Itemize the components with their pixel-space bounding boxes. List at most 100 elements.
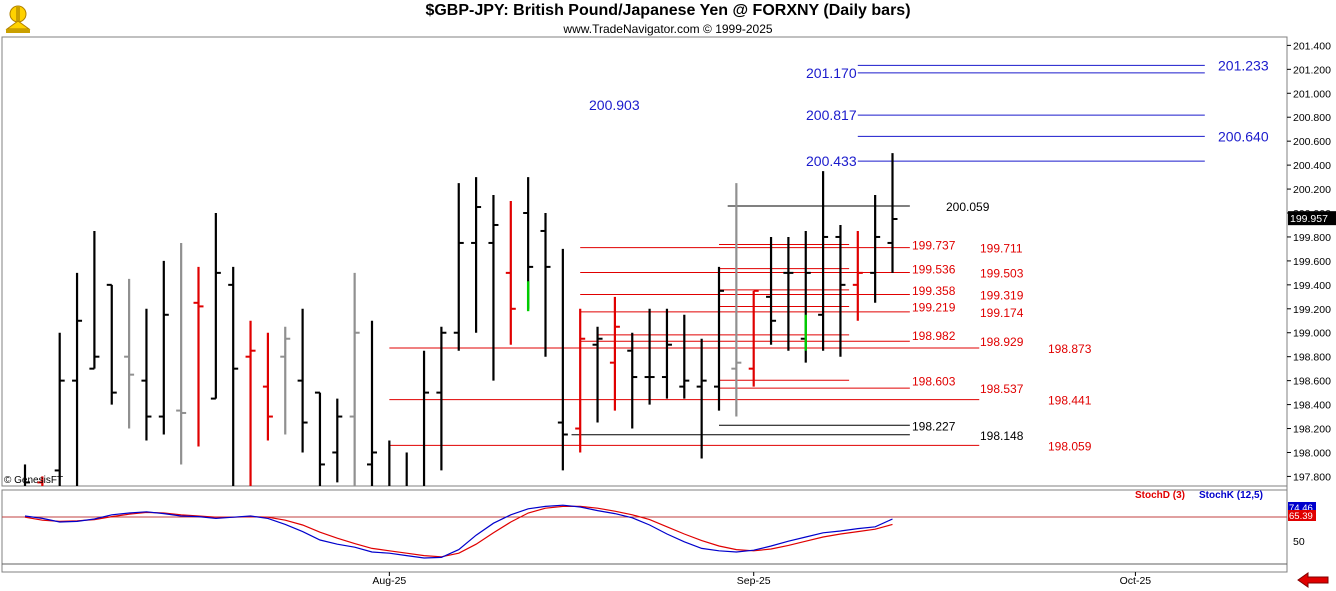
y-tick-label: 200.800 [1293, 112, 1331, 124]
ohlc-bar [23, 464, 30, 486]
chart-title: $GBP-JPY: British Pound/Japanese Yen @ F… [425, 2, 911, 19]
y-tick-label: 198.600 [1293, 376, 1331, 388]
chart-subtitle: www.TradeNavigator.com © 1999-2025 [563, 22, 773, 36]
ohlc-bar [367, 320, 377, 486]
ohlc-bar [887, 153, 898, 273]
ohlc-bar [228, 266, 239, 486]
ohlc-bar [332, 398, 343, 483]
red-level-label: 199.319 [980, 289, 1024, 303]
ohlc-bar [245, 320, 256, 486]
y-tick-label: 197.800 [1293, 471, 1331, 483]
ohlc-bar [731, 183, 742, 417]
ohlc-bar [644, 308, 655, 405]
y-tick-label: 199.400 [1293, 280, 1331, 292]
ohlc-bar [210, 213, 221, 400]
ohlc-bar [388, 440, 391, 486]
red-level-label: 199.737 [912, 238, 956, 252]
ohlc-bar [422, 350, 430, 486]
stoch-pane [1, 489, 1288, 573]
stoch-k-value-box [1288, 502, 1316, 513]
last-price-label: 199.957 [1290, 213, 1328, 225]
ohlc-bar [37, 476, 44, 486]
ohlc-bar [262, 332, 273, 441]
ohlc-bar [505, 201, 516, 345]
ohlc-bar [158, 260, 169, 435]
ohlc-bar [54, 332, 65, 486]
last-price-box [1288, 211, 1336, 226]
red-level-label: 199.711 [980, 242, 1023, 256]
red-level-label: 199.536 [912, 263, 956, 277]
ohlc-bar [557, 248, 568, 471]
y-tick-label: 198.000 [1293, 447, 1331, 459]
red-level-label: 198.059 [1048, 439, 1092, 453]
y-tick-label: 198.800 [1293, 352, 1331, 364]
stoch-k-line [24, 504, 893, 559]
black-level-label: 200.059 [946, 200, 990, 214]
ohlc-bar [870, 195, 881, 303]
ohlc-bar [661, 308, 672, 399]
black-level-label: 198.148 [980, 429, 1024, 443]
ohlc-bar [488, 195, 499, 381]
stoch-k-legend: StochK (12,5) [1199, 490, 1263, 501]
blue-level-label: 200.640 [1218, 128, 1269, 144]
ohlc-bar [748, 289, 759, 387]
ohlc-bar [193, 266, 204, 447]
red-level-label: 198.603 [912, 374, 956, 388]
floating-level-label: 200.903 [589, 97, 640, 113]
y-tick-label: 199.600 [1293, 256, 1331, 268]
x-tick-label: Aug-25 [372, 575, 406, 587]
ohlc-bar [835, 224, 846, 357]
ohlc-bar [297, 308, 308, 453]
genesis-logo-icon [5, 5, 31, 33]
ohlc-bar [627, 332, 638, 429]
red-level-label: 199.174 [980, 306, 1024, 320]
stoch-tick-label: 50 [1293, 536, 1305, 548]
ohlc-bar [280, 326, 291, 435]
ohlc-bar [679, 314, 690, 399]
ohlc-bar [349, 272, 360, 486]
copyright-text: © GenesisFT [4, 475, 63, 486]
y-tick-label: 200.400 [1293, 160, 1331, 172]
stoch-d-value-box [1288, 510, 1316, 521]
y-tick-label: 198.400 [1293, 400, 1331, 412]
ohlc-bar [141, 308, 152, 441]
y-tick-label: 198.200 [1293, 424, 1331, 436]
stoch-d-value: 65.39 [1289, 511, 1313, 522]
ohlc-bar [471, 177, 482, 333]
scroll-left-arrow-icon[interactable] [1297, 572, 1329, 588]
ohlc-bar [852, 230, 863, 321]
black-level-label: 198.227 [912, 419, 956, 433]
chart-header: $GBP-JPY: British Pound/Japanese Yen @ F… [0, 0, 1336, 38]
ohlc-bar [609, 296, 620, 411]
price-pane [1, 36, 1288, 487]
ohlc-bar [72, 272, 83, 486]
y-tick-label: 199.200 [1293, 304, 1331, 316]
ohlc-bar [575, 308, 586, 453]
red-level-label: 198.441 [1048, 394, 1092, 408]
x-tick-label: Sep-25 [737, 575, 771, 587]
ohlc-bar [176, 242, 187, 465]
ohlc-bar [696, 338, 707, 459]
red-level-label: 198.873 [1048, 342, 1092, 356]
red-level-label: 198.537 [980, 382, 1024, 396]
blue-level-label: 201.233 [1218, 57, 1269, 73]
ohlc-bar [436, 326, 447, 471]
y-tick-label: 199.800 [1293, 232, 1331, 244]
y-tick-label: 201.000 [1293, 88, 1331, 100]
red-level-label: 198.982 [912, 329, 956, 343]
blue-level-label: 200.817 [806, 107, 857, 123]
red-level-label: 199.503 [980, 267, 1024, 281]
ohlc-bar [818, 171, 829, 351]
ohlc-bar [592, 326, 603, 423]
y-tick-label: 200.600 [1293, 136, 1331, 148]
y-tick-label: 201.200 [1293, 64, 1331, 76]
ohlc-bar [89, 230, 100, 370]
red-level-label: 198.929 [980, 335, 1024, 349]
x-tick-label: Oct-25 [1120, 575, 1152, 587]
red-level-label: 199.358 [912, 284, 956, 298]
ohlc-bar [314, 391, 325, 486]
ohlc-bar [540, 213, 551, 357]
ohlc-bar [124, 278, 135, 429]
y-tick-label: 199.000 [1293, 328, 1331, 340]
